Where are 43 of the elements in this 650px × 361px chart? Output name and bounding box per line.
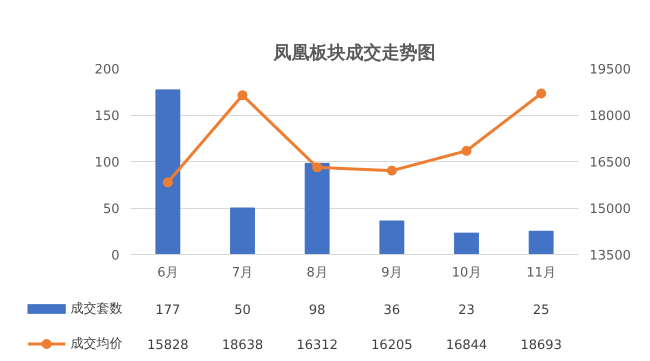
data-label: 18638 — [222, 338, 264, 353]
point — [162, 177, 173, 188]
y2-tick-label: 15000 — [590, 202, 631, 217]
bar — [528, 230, 554, 254]
data-label: 18693 — [520, 338, 562, 353]
x-tick-label: 8月 — [306, 266, 328, 280]
bar — [304, 162, 330, 254]
legend-label: 成交均价 — [70, 336, 123, 352]
data-label: 15828 — [147, 338, 189, 353]
y-tick-label: 50 — [102, 202, 120, 217]
data-label: 98 — [308, 303, 326, 318]
bar — [230, 208, 255, 254]
y-tick-label: 150 — [94, 109, 120, 124]
bar — [155, 89, 180, 254]
data-label: 25 — [532, 303, 550, 318]
bar — [379, 220, 404, 254]
x-tick-label: 6月 — [157, 266, 178, 280]
x-tick-label: 9月 — [381, 266, 402, 280]
x-tick-label: 10月 — [452, 266, 482, 280]
x-tick-label: 11月 — [526, 266, 556, 280]
chart-title: 凤凰板块成交走势图 — [272, 42, 436, 64]
bar — [454, 232, 479, 254]
y-tick-label: 200 — [94, 62, 120, 78]
data-label: 23 — [458, 303, 475, 318]
y-tick-label: 0 — [111, 248, 120, 264]
data-label: 50 — [234, 303, 251, 318]
y2-tick-label: 18000 — [590, 109, 631, 124]
data-label: 16312 — [296, 338, 338, 353]
y2-tick-label: 16500 — [590, 156, 631, 170]
data-label: 36 — [384, 303, 400, 318]
y-tick-label: 100 — [94, 156, 120, 170]
point — [462, 146, 472, 156]
point — [536, 88, 546, 99]
y2-tick-label: 13500 — [590, 248, 631, 264]
data-label: 16205 — [371, 338, 413, 353]
point — [238, 90, 248, 100]
point — [386, 166, 397, 176]
point — [312, 162, 322, 172]
x-tick-label: 7月 — [232, 266, 254, 280]
data-label: 177 — [155, 303, 180, 318]
y2-tick-label: 19500 — [590, 62, 631, 78]
legend-label: 成交套数 — [70, 300, 123, 316]
data-label: 16844 — [446, 338, 488, 353]
